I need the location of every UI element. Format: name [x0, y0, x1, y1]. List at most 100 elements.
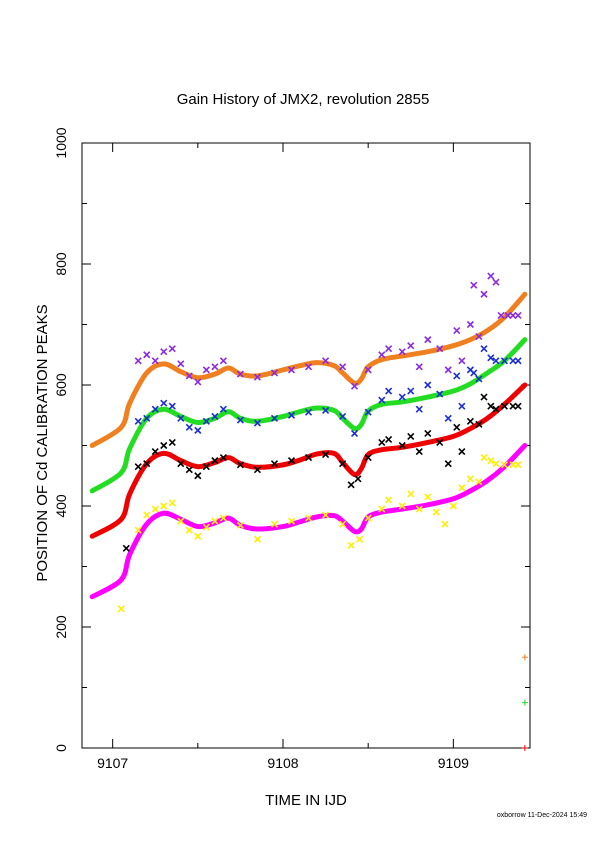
scatter-point [219, 514, 227, 522]
scatter-point [424, 493, 432, 501]
fit-curve [89, 337, 528, 494]
scatter-point [364, 454, 372, 462]
scatter-point [322, 357, 330, 365]
scatter-point [236, 370, 244, 378]
scatter-point [177, 414, 185, 422]
scatter-point [385, 387, 393, 395]
scatter-point [219, 405, 227, 413]
corner-markers [521, 654, 528, 751]
scatter-point [236, 461, 244, 469]
scatter-point [168, 499, 176, 507]
fit-curve [89, 291, 528, 448]
scatter-point [436, 390, 444, 398]
scatter-point [407, 342, 415, 350]
scatter-point [304, 454, 313, 462]
scatter-point [514, 311, 522, 319]
scatter-point [194, 472, 202, 480]
scatter-point [185, 466, 193, 474]
scatter-point [415, 363, 423, 371]
scatter-point [444, 460, 452, 468]
fit-curve [89, 443, 528, 600]
scatter-point [378, 505, 386, 513]
plus-marker [521, 699, 528, 706]
fit-curve [89, 382, 528, 539]
scatter-point [143, 414, 151, 422]
scatter-point [436, 438, 444, 447]
scatter-point [497, 311, 505, 319]
scatter-point [347, 541, 355, 549]
scatter-point [185, 423, 193, 431]
scatter-point [480, 290, 488, 298]
scatter-point [270, 460, 279, 468]
scatter-point [466, 417, 474, 425]
scatter-point [287, 411, 296, 419]
y-tick-label: 800 [53, 252, 69, 276]
scatter-point [304, 363, 313, 371]
scatter-point [211, 457, 219, 465]
scatter-point [407, 387, 415, 395]
scatter-point [194, 378, 202, 386]
y-tick-label: 600 [53, 373, 69, 397]
scatter-point [487, 354, 495, 362]
scatter-point [253, 535, 262, 543]
y-axis-label: POSITION OF Cd CALIBRATION PEAKS [34, 304, 51, 581]
scatter-point [424, 336, 432, 344]
scatter-point [202, 366, 210, 374]
scatter-point [339, 363, 347, 371]
axis-ticks [82, 142, 530, 749]
scatter-point [253, 419, 262, 427]
scatter-point [398, 393, 406, 401]
scatter-point [492, 405, 500, 413]
scatter-point [444, 414, 452, 422]
scatter-point [453, 372, 461, 380]
plus-marker [521, 654, 528, 661]
chart-title: Gain History of JMX2, revolution 2855 [177, 91, 430, 108]
scatter-point [151, 505, 159, 513]
scatter-point [480, 345, 488, 353]
scatter-point [322, 451, 330, 459]
scatter-point [424, 429, 432, 437]
scatter-point [441, 520, 449, 528]
y-tick-label: 1000 [53, 127, 69, 158]
scatter-point [143, 460, 151, 468]
scatter-point [356, 535, 364, 543]
scatter-point [458, 484, 466, 492]
scatter-point [347, 481, 355, 489]
scatter-point [270, 520, 279, 528]
scatter-point [500, 402, 509, 410]
scatter-point [219, 454, 227, 462]
scatter-point [453, 423, 461, 431]
scatter-point [287, 517, 296, 525]
scatter-point [398, 502, 406, 510]
scatter-point [143, 351, 151, 359]
scatter-point [398, 441, 406, 450]
scatter-point [134, 357, 142, 365]
scatter-point [444, 366, 452, 374]
scatter-point [364, 514, 372, 522]
scatter-point [322, 511, 330, 519]
scatter-point [470, 369, 478, 377]
footer-credit: oxborrow 11-Dec-2024 15:49 [497, 812, 587, 819]
plot-frame [81, 142, 531, 749]
scatter-point [415, 447, 423, 456]
scatter-point [436, 345, 444, 353]
scatter-point [168, 438, 176, 447]
scatter-point [177, 360, 185, 368]
scatter-point [350, 429, 359, 437]
scatter-point [339, 412, 347, 421]
scatter-point [270, 369, 279, 377]
scatter-point [202, 523, 210, 531]
scatter-point [168, 402, 176, 410]
scatter-point [151, 405, 159, 413]
scatter-point [475, 420, 483, 428]
scatter-point [143, 511, 151, 519]
scatter-point [185, 526, 193, 534]
scatter-point [453, 326, 461, 335]
x-axis-label: TIME IN IJD [265, 792, 347, 809]
scatter-point [424, 381, 432, 389]
scatter-point [339, 520, 347, 528]
scatter-point [270, 414, 279, 422]
scatter-point [492, 357, 500, 365]
x-tick-label: 9108 [267, 755, 298, 771]
